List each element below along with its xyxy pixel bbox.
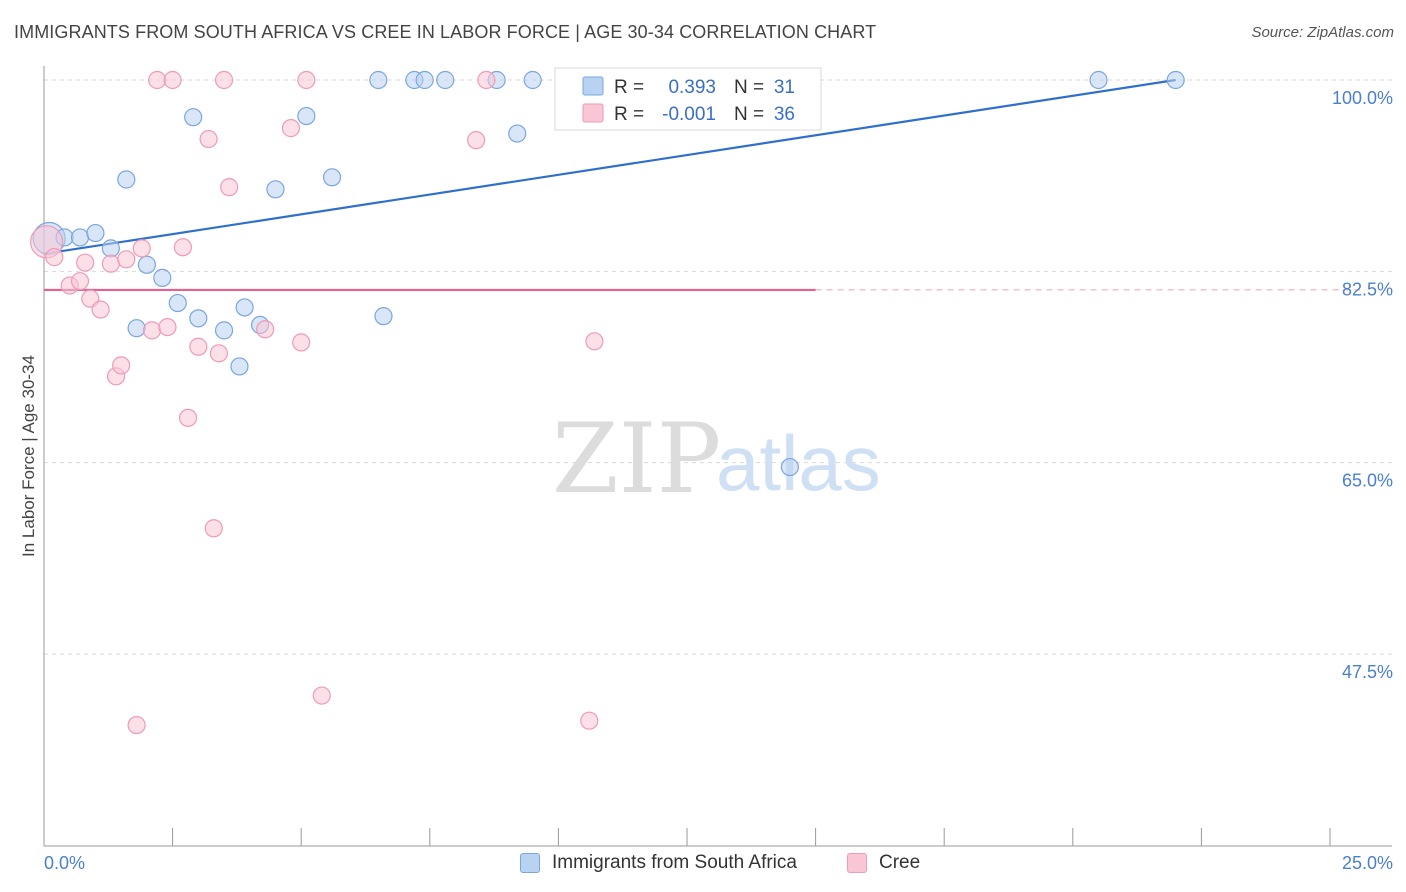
data-point-pink (163, 70, 182, 90)
y-tick-label: 47.5% (1342, 662, 1393, 682)
data-point-blue (86, 223, 105, 243)
legend-item-immigrants: Immigrants from South Africa (520, 852, 797, 874)
data-point-pink (91, 300, 110, 319)
data-point-blue (374, 307, 393, 326)
data-point-pink (220, 178, 239, 197)
legend-swatch-cree (847, 853, 867, 873)
data-point-blue (266, 180, 285, 199)
legend-n-value-blue: 31 (774, 77, 795, 98)
legend-label-immigrants: Immigrants from South Africa (552, 852, 797, 873)
axes (43, 66, 1392, 847)
legend-swatch-blue (582, 76, 604, 96)
x-tick-max: 25.0% (1342, 853, 1393, 873)
data-point-pink (173, 238, 192, 257)
data-point-pink (117, 250, 136, 269)
data-point-blue (70, 228, 90, 247)
y-tick-labels: 100.0% 82.5% 65.0% 47.5% (1332, 88, 1393, 682)
data-point-blue (415, 70, 434, 90)
data-point-blue (153, 268, 172, 287)
data-point-pink (214, 70, 234, 90)
data-point-pink (142, 321, 162, 340)
data-point-pink (178, 408, 198, 427)
data-point-pink (189, 337, 208, 356)
legend-r-value-pink: -0.001 (662, 104, 716, 125)
source-credit: Source: ZipAtlas.com (1251, 24, 1394, 41)
data-point-pink (466, 131, 486, 150)
y-tick-label: 65.0% (1342, 471, 1393, 491)
data-point-blue (1089, 70, 1108, 90)
data-point-pink (132, 239, 151, 258)
data-point-pink (199, 129, 218, 149)
data-point-pink (45, 248, 64, 267)
data-point-pink (148, 70, 167, 90)
data-point-blue (235, 298, 254, 317)
data-point-pink (256, 320, 275, 339)
data-point-pink (158, 317, 177, 337)
data-point-pink (112, 356, 131, 375)
legend-item-cree: Cree (847, 852, 920, 874)
data-point-pink (580, 711, 599, 730)
legend-swatch-pink (582, 103, 604, 123)
x-tick-min: 0.0% (44, 853, 85, 873)
watermark-atlas: atlas (716, 419, 881, 507)
data-point-pink (127, 715, 146, 735)
data-point-pink (585, 332, 604, 351)
data-point-blue (436, 70, 455, 90)
data-point-pink (204, 519, 223, 538)
trend-line-blue (43, 78, 1176, 255)
data-point-blue (230, 357, 249, 376)
data-point-blue (508, 124, 527, 143)
data-point-blue (297, 106, 316, 126)
data-point-pink (297, 70, 316, 90)
legend-n-label-pink: N = (734, 104, 764, 125)
data-point-blue (184, 108, 203, 127)
data-point-pink (292, 333, 311, 352)
data-point-blue (127, 319, 146, 338)
y-tick-label: 100.0% (1332, 88, 1393, 108)
y-axis-label: In Labor Force | Age 30-34 (19, 355, 38, 557)
legend-swatch-immigrants (520, 853, 540, 873)
legend-r-value-blue: 0.393 (668, 77, 716, 98)
data-point-blue (523, 70, 542, 90)
watermark-zip: ZIP (552, 403, 721, 515)
data-point-blue (1166, 70, 1185, 90)
data-point-blue (168, 293, 187, 313)
data-point-blue (137, 255, 156, 274)
legend-r-label-blue: R = (614, 77, 644, 98)
trend-lines (43, 78, 1360, 292)
data-point-blue (101, 239, 120, 258)
chart-title: IMMIGRANTS FROM SOUTH AFRICA VS CREE IN … (14, 22, 877, 42)
legend-n-label-blue: N = (734, 77, 764, 98)
data-point-blue (214, 321, 234, 340)
data-point-blue (322, 168, 342, 187)
data-point-blue (780, 457, 799, 477)
data-point-pink (477, 70, 496, 90)
data-point-blue (189, 309, 208, 328)
data-point-blue (369, 70, 388, 90)
series-legend: Immigrants from South Africa Cree (0, 852, 1406, 878)
data-point-pink (209, 344, 228, 363)
legend-label-cree: Cree (879, 852, 921, 873)
data-point-pink (70, 272, 90, 291)
data-points (29, 70, 1185, 735)
legend-r-label-pink: R = (614, 104, 644, 125)
data-point-pink (281, 119, 301, 138)
data-point-pink (76, 253, 95, 272)
data-point-pink (312, 686, 331, 705)
data-point-blue (117, 170, 136, 189)
y-tick-label: 82.5% (1342, 279, 1393, 299)
legend-n-value-pink: 36 (774, 104, 795, 125)
stats-legend: R = 0.393 N = 31 R = -0.001 N = 36 (554, 67, 822, 131)
data-point-pink (101, 254, 120, 273)
